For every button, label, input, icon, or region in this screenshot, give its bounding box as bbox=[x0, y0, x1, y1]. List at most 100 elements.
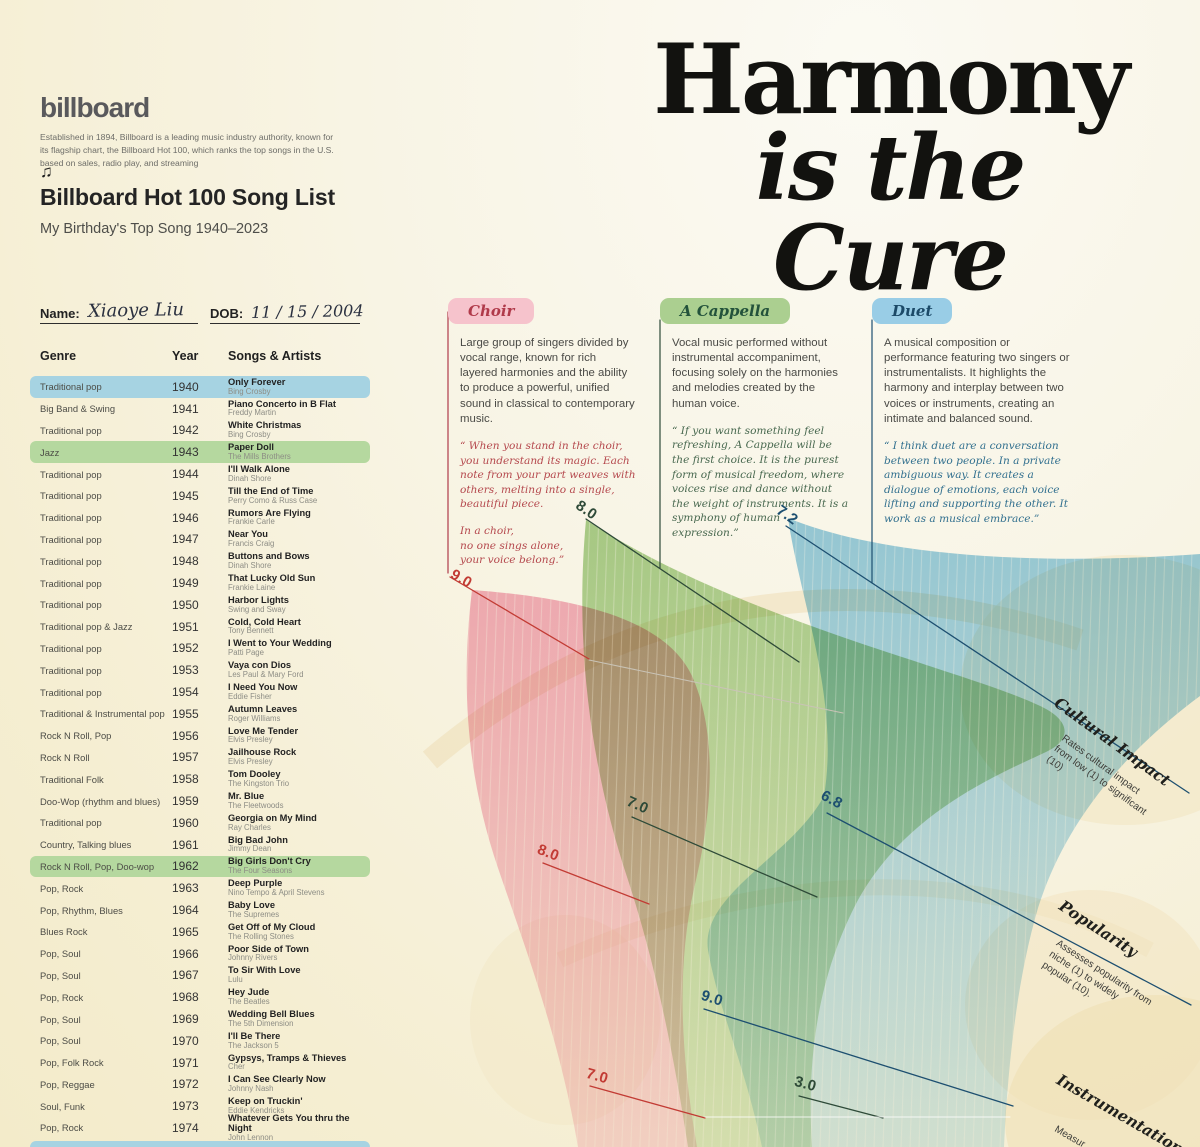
song-artist: The 5th Dimension bbox=[228, 1018, 294, 1028]
cell-genre: Pop, Soul bbox=[40, 948, 81, 960]
song-title: Hey Jude bbox=[228, 987, 270, 998]
poster-title: Harmony is the Cure bbox=[630, 29, 1150, 303]
cell-genre: Traditional pop bbox=[40, 512, 102, 524]
cell-year: 1969 bbox=[172, 1012, 199, 1026]
table-row: Pop, Folk Rock 1971 Gypsys, Tramps & Thi… bbox=[30, 1052, 370, 1074]
song-title: Georgia on My Mind bbox=[228, 812, 317, 823]
table-row: Pop, Soul 1969 Wedding Bell Blues The 5t… bbox=[30, 1008, 370, 1030]
cell-year: 1949 bbox=[172, 576, 199, 591]
song-title: Gypsys, Tramps & Thieves bbox=[228, 1052, 347, 1063]
cell-year: 1955 bbox=[172, 706, 199, 721]
song-title: Cold, Cold Heart bbox=[228, 616, 301, 627]
cell-year: 1946 bbox=[172, 510, 199, 525]
cell-genre: Jazz bbox=[40, 446, 60, 458]
choir-quote: “ When you stand in the choir, you under… bbox=[460, 439, 636, 511]
song-artist: Dinah Shore bbox=[228, 561, 272, 571]
cell-genre: Rock N Roll bbox=[40, 751, 90, 763]
song-artist: Frankie Laine bbox=[228, 582, 276, 592]
song-artist: Elvis Presley bbox=[228, 735, 273, 745]
song-title: Rumors Are Flying bbox=[228, 507, 311, 518]
header-genre: Genre bbox=[40, 349, 77, 363]
song-artist: The Four Seasons bbox=[228, 866, 293, 876]
cell-song: Paper Doll The Mills Brothers bbox=[228, 442, 370, 462]
cell-song: I Can See Clearly Now Johnny Nash bbox=[228, 1074, 370, 1093]
song-title: To Sir With Love bbox=[228, 965, 301, 976]
cell-song: Whatever Gets You thru the Night John Le… bbox=[228, 1113, 370, 1142]
table-row: Pop, Rhythm, Blues 1964 Baby Love The Su… bbox=[30, 899, 370, 921]
table-row: Traditional & Instrumental pop 1955 Autu… bbox=[30, 703, 370, 725]
song-title: Autumn Leaves bbox=[228, 703, 298, 714]
cell-genre: Traditional pop bbox=[40, 577, 102, 589]
song-artist: Eddie Fisher bbox=[228, 691, 272, 701]
song-title: Paper Doll bbox=[228, 442, 274, 453]
cell-song: Autumn Leaves Roger Williams bbox=[228, 703, 370, 723]
song-artist: Johnny Rivers bbox=[228, 953, 278, 963]
cell-genre: Pop, Soul bbox=[40, 1013, 81, 1025]
cell-song: Keep on Truckin' Eddie Kendricks bbox=[228, 1096, 370, 1115]
song-artist: The Mills Brothers bbox=[228, 452, 291, 462]
table-row: Traditional pop 1953 Vaya con Dios Les P… bbox=[30, 659, 370, 681]
table-row: Traditional pop 1944 I'll Walk Alone Din… bbox=[30, 463, 370, 485]
cell-year: 1954 bbox=[172, 685, 199, 700]
cell-year: 1973 bbox=[172, 1099, 199, 1114]
cell-song: Get Off of My Cloud The Rolling Stones bbox=[228, 922, 370, 941]
song-artist: Bing Crosby bbox=[228, 430, 271, 440]
cell-year: 1956 bbox=[172, 728, 199, 743]
table-row: Blues Rock 1965 Get Off of My Cloud The … bbox=[30, 921, 370, 943]
cell-genre: Traditional Folk bbox=[40, 773, 104, 785]
acappella-description: Vocal music performed without instrument… bbox=[672, 337, 838, 410]
table-row: Traditional pop & Jazz 1951 Cold, Cold H… bbox=[30, 616, 370, 638]
cell-year: 1958 bbox=[172, 772, 199, 787]
song-title: Whatever Gets You thru the Night bbox=[228, 1113, 350, 1133]
acappella-quote: “ If you want something feel refreshing,… bbox=[672, 424, 849, 540]
cell-year: 1968 bbox=[172, 990, 199, 1005]
song-artist: Swing and Sway bbox=[228, 604, 286, 614]
song-title: I Can See Clearly Now bbox=[228, 1074, 326, 1085]
song-title: Near You bbox=[228, 529, 268, 540]
duet-quote: “ I think duet are a conversation betwee… bbox=[884, 439, 1069, 525]
cell-year: 1960 bbox=[172, 815, 199, 830]
cell-song: Piano Concerto in B Flat Freddy Martin bbox=[228, 399, 370, 418]
cell-genre: Pop, Soul bbox=[40, 969, 81, 981]
song-artist: Cher bbox=[228, 1062, 245, 1072]
song-table: Traditional pop 1940 Only Forever Bing C… bbox=[30, 376, 370, 1142]
cell-song: Harbor Lights Swing and Sway bbox=[228, 595, 370, 614]
cell-year: 1970 bbox=[172, 1033, 199, 1048]
header-year: Year bbox=[172, 349, 199, 363]
table-row: Traditional Folk 1958 Tom Dooley The Kin… bbox=[30, 768, 370, 790]
table-row: Big Band & Swing 1941 Piano Concerto in … bbox=[30, 398, 370, 420]
song-artist: Patti Page bbox=[228, 648, 264, 658]
song-artist: Bing Crosby bbox=[228, 386, 271, 396]
cell-year: 1953 bbox=[172, 663, 199, 678]
song-artist: Elvis Presley bbox=[228, 757, 273, 767]
table-row: Pop, Soul 1967 To Sir With Love Lulu bbox=[30, 965, 370, 987]
song-title: Poor Side of Town bbox=[228, 943, 309, 954]
song-title: I Need You Now bbox=[228, 682, 298, 692]
cell-genre: Traditional pop bbox=[40, 642, 102, 654]
cell-genre: Doo-Wop (rhythm and blues) bbox=[40, 795, 161, 807]
cell-year: 1943 bbox=[172, 445, 199, 460]
cell-song: I Went to Your Wedding Patti Page bbox=[228, 639, 370, 657]
table-header: Genre Year Songs & Artists bbox=[30, 349, 370, 363]
cell-genre: Traditional pop bbox=[40, 468, 102, 480]
song-title: Big Bad John bbox=[228, 834, 288, 845]
cell-year: 1944 bbox=[172, 467, 199, 482]
cell-year: 1959 bbox=[172, 794, 199, 809]
table-row: Traditional pop 1945 Till the End of Tim… bbox=[30, 485, 370, 507]
cell-genre: Traditional pop bbox=[40, 555, 102, 567]
card-acappella: A Cappella Vocal music performed without… bbox=[660, 298, 856, 541]
cell-song: Poor Side of Town Johnny Rivers bbox=[228, 943, 370, 963]
cell-genre: Traditional pop bbox=[40, 686, 102, 698]
table-row: Country, Talking blues 1961 Big Bad John… bbox=[30, 834, 370, 856]
table-row: Rock N Roll, Pop, Doo-wop 1962 Big Girls… bbox=[30, 855, 370, 878]
billboard-logo: billboard bbox=[40, 92, 150, 123]
cell-song: Hey Jude The Beatles bbox=[228, 987, 370, 1006]
table-row: Rock N Roll 1957 Jailhouse Rock Elvis Pr… bbox=[30, 747, 370, 769]
cell-song: Deep Purple Nino Tempo & April Stevens bbox=[228, 878, 370, 897]
song-title: That Lucky Old Sun bbox=[228, 573, 316, 584]
cell-genre: Pop, Rock bbox=[40, 882, 84, 894]
song-title: White Christmas bbox=[228, 420, 302, 431]
acappella-badge: A Cappella bbox=[660, 298, 791, 324]
cell-year: 1966 bbox=[172, 946, 199, 961]
